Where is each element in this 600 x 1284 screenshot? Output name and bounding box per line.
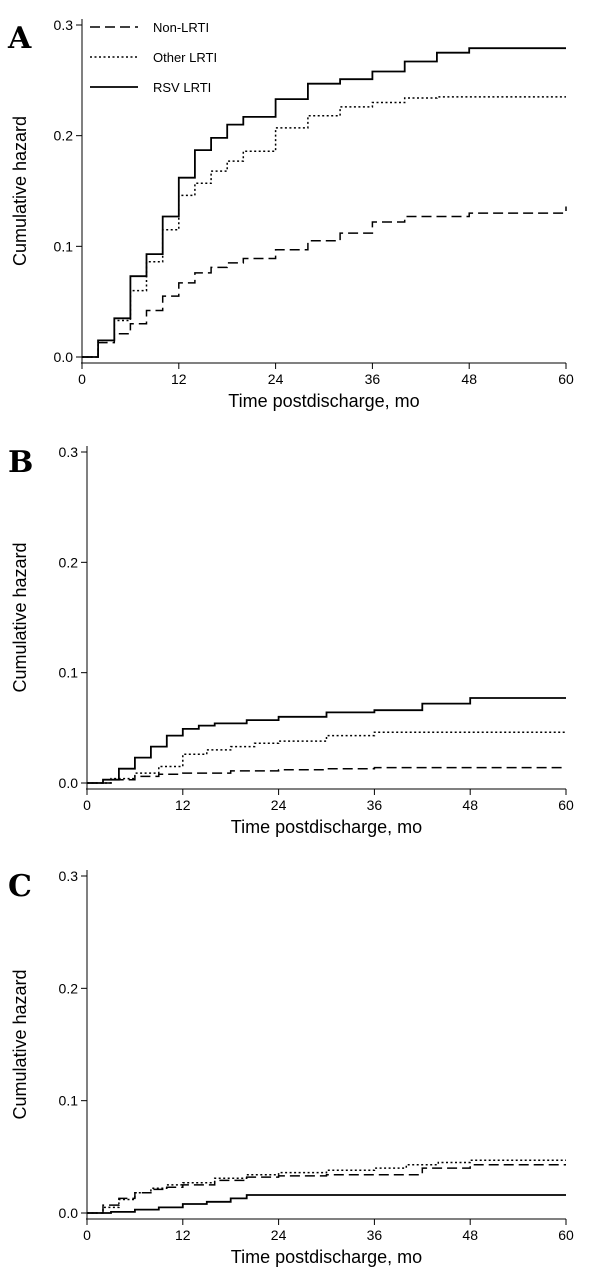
x-tick-label: 60: [558, 1227, 574, 1243]
y-tick-label: 0.0: [54, 349, 74, 365]
x-tick-label: 36: [365, 371, 381, 387]
chart-panel-b: B 0.0 0.1 0.2 0.3 0 12 24 36 48 60 Time postdischar…: [8, 444, 574, 837]
x-tick-label: 24: [271, 1227, 287, 1243]
y-axis-title: Cumulative hazard: [10, 969, 30, 1119]
y-axis-title: Cumulative hazard: [10, 542, 30, 692]
x-tick-label: 48: [461, 371, 477, 387]
x-tick-label: 36: [367, 797, 383, 813]
x-tick-label: 12: [175, 1227, 191, 1243]
legend-label: Other LRTI: [153, 50, 217, 65]
y-tick-label: 0.1: [54, 238, 74, 254]
y-axis-title: Cumulative hazard: [10, 116, 30, 266]
chart-panel-c: C 0.0 0.1 0.2 0.3 0 12 24 36 48 60 Time postdischar…: [8, 868, 574, 1267]
y-tick-label: 0.1: [59, 665, 79, 681]
x-tick-label: 24: [271, 797, 287, 813]
y-tick-label: 0.1: [59, 1093, 79, 1109]
x-tick-label: 36: [367, 1227, 383, 1243]
panel-letter: C: [8, 869, 32, 904]
y-tick-label: 0.0: [59, 775, 79, 791]
panel-letter: B: [8, 445, 33, 480]
x-axis-title: Time postdischarge, mo: [231, 1247, 422, 1267]
y-tick-label: 0.2: [59, 554, 79, 570]
legend-label: RSV LRTI: [153, 80, 211, 95]
series-line-non-lrti: [87, 766, 566, 784]
x-tick-label: 48: [462, 797, 478, 813]
x-tick-label: 12: [175, 797, 191, 813]
series-line-other-lrti: [87, 731, 566, 784]
series-line-non-lrti: [87, 1163, 566, 1214]
y-tick-label: 0.2: [59, 980, 79, 996]
y-tick-label: 0.2: [54, 128, 74, 144]
panel-letter: A: [7, 21, 32, 56]
x-tick-label: 48: [462, 1227, 478, 1243]
y-tick-label: 0.0: [59, 1205, 79, 1221]
x-tick-label: 60: [558, 371, 574, 387]
series-line-other-lrti: [82, 96, 566, 358]
series-line-other-lrti: [87, 1159, 566, 1214]
x-tick-label: 0: [78, 371, 86, 387]
x-axis-title: Time postdischarge, mo: [228, 391, 419, 411]
x-axis-title: Time postdischarge, mo: [231, 817, 422, 837]
legend: Non-LRTI Other LRTI RSV LRTI: [90, 20, 217, 95]
legend-label: Non-LRTI: [153, 20, 209, 35]
y-tick-label: 0.3: [59, 444, 79, 460]
y-tick-label: 0.3: [54, 17, 74, 33]
x-tick-label: 0: [83, 797, 91, 813]
series-line-non-lrti: [82, 206, 567, 358]
y-tick-label: 0.3: [59, 868, 79, 884]
series-line-rsv-lrti: [87, 697, 566, 784]
x-tick-label: 24: [268, 371, 284, 387]
chart-panel-a: A 0.0 0.1 0.2 0.3 0 12 24 36 48 60 Time postdischar…: [7, 17, 574, 411]
x-tick-label: 12: [171, 371, 187, 387]
series-line-rsv-lrti: [82, 47, 566, 358]
series-line-rsv-lrti: [87, 1194, 566, 1214]
x-tick-label: 0: [83, 1227, 91, 1243]
x-tick-label: 60: [558, 797, 574, 813]
